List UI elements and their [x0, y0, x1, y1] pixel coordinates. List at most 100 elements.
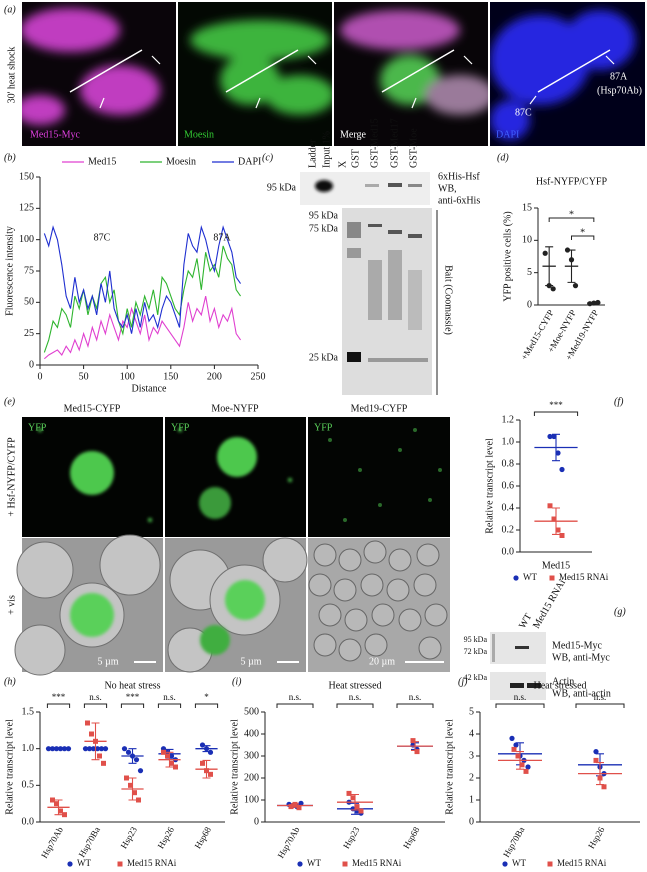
- y-axis-label: Fluorescence intensity: [4, 226, 15, 316]
- image-med15: [22, 2, 176, 146]
- x-tick-label: 100: [120, 371, 135, 382]
- significance-bracket: [571, 235, 595, 240]
- y-tick-label: 1.5: [22, 706, 35, 717]
- lane-label: Ladder: [307, 139, 318, 168]
- y-tick-label: 0: [527, 299, 532, 310]
- x-tick-label: 0: [38, 371, 43, 382]
- arrows: [99, 55, 615, 109]
- significance-label: n.s.: [409, 692, 422, 702]
- significance-label: n.s.: [594, 692, 607, 702]
- data-point: [203, 746, 210, 752]
- marker: 42 kDa: [464, 673, 488, 682]
- data-point: [410, 738, 416, 744]
- panel-label: (f): [614, 396, 624, 407]
- data-point: [546, 283, 552, 289]
- x-tick-label: Hsp23: [341, 825, 362, 851]
- significance-bracket: [575, 703, 625, 708]
- y-tick-label: 400: [244, 728, 259, 739]
- panel-label: (i): [232, 676, 242, 687]
- y-tick-label: 15: [522, 202, 532, 213]
- panel-label: (e): [4, 396, 16, 407]
- panel-label: (g): [614, 606, 626, 617]
- significance-bracket: [157, 703, 182, 708]
- y-axis-label: Relative transcript level: [229, 719, 240, 815]
- y-tick-label: 0.0: [502, 546, 515, 557]
- annotation: 87C: [515, 107, 532, 118]
- legend-swatch: [513, 575, 519, 581]
- data-point: [57, 746, 64, 752]
- data-point: [89, 731, 94, 737]
- channel-label: YFP: [171, 422, 190, 433]
- data-point: [137, 768, 144, 774]
- row-label: + Hsf-NYFP/CYFP: [6, 437, 17, 517]
- data-point: [350, 795, 356, 801]
- x-tick-label: Hsp70Ab: [276, 825, 302, 860]
- scale-bar-label: 5 µm: [240, 656, 261, 667]
- scale-bar-label: 5 µm: [97, 656, 118, 667]
- panel-label: (c): [262, 152, 274, 163]
- data-point: [515, 753, 521, 759]
- x-tick-label: Hsp70Ab: [39, 825, 65, 860]
- data-point: [551, 516, 557, 522]
- data-point: [292, 801, 298, 807]
- significance-label: n.s.: [289, 692, 302, 702]
- significance-label: *: [580, 227, 585, 238]
- panel-label: (j): [458, 676, 468, 687]
- y-tick-label: 2: [469, 772, 474, 783]
- line-series: [43, 224, 242, 334]
- lane-label: Med15 RNAi: [531, 578, 568, 631]
- blot-label: WB,: [438, 183, 457, 194]
- row-label: 30' heat shock: [6, 47, 17, 104]
- blot-label: WB, anti-actin: [552, 688, 611, 699]
- data-point: [296, 805, 302, 811]
- y-tick-label: 0.5: [22, 780, 35, 791]
- data-point: [58, 808, 63, 814]
- significance-bracket: [548, 217, 595, 222]
- data-point: [200, 760, 205, 766]
- data-point: [125, 749, 132, 755]
- row-label: + vis: [6, 595, 17, 615]
- significance-bracket: [276, 703, 314, 708]
- marker: 25 kDa: [309, 352, 339, 363]
- annotation: 87A: [213, 232, 231, 243]
- y-axis-label: Relative transcript level: [4, 719, 15, 815]
- y-tick-label: 3: [469, 750, 474, 761]
- legend-swatch: [67, 861, 73, 867]
- significance-bracket: [120, 703, 145, 708]
- y-tick-label: 5: [469, 706, 474, 717]
- marker: 95 kDa: [267, 182, 297, 193]
- y-tick-label: 1: [469, 794, 474, 805]
- data-point: [204, 768, 209, 774]
- y-axis-label: Relative transcript level: [444, 719, 455, 815]
- lane-label: GST-Med15: [369, 118, 380, 168]
- data-point: [82, 746, 89, 752]
- x-axis-label: Distance: [132, 383, 168, 394]
- blot-band: [365, 184, 379, 187]
- data-point: [208, 771, 213, 777]
- x-tick-label: Med15: [542, 560, 570, 571]
- data-point: [161, 749, 166, 755]
- legend-swatch: [297, 861, 303, 867]
- data-point: [124, 775, 129, 781]
- x-tick-label: Hsp26: [586, 825, 607, 851]
- data-point: [101, 760, 106, 766]
- significance-bracket: [533, 411, 579, 416]
- significance-bracket: [46, 703, 71, 708]
- annotation: 87C: [94, 232, 111, 243]
- y-tick-label: 0.4: [502, 502, 515, 513]
- data-point: [98, 746, 105, 752]
- y-tick-label: 50: [24, 297, 34, 308]
- marker: 72 kDa: [464, 647, 488, 656]
- data-point: [136, 797, 141, 803]
- data-point: [587, 301, 593, 307]
- blot-band: [408, 184, 422, 187]
- significance-label: *: [204, 692, 209, 702]
- panel-label: (d): [497, 152, 509, 163]
- legend-label: WT: [77, 858, 91, 868]
- y-tick-label: 4: [469, 728, 474, 739]
- column-label: Med15-CYFP: [64, 403, 121, 414]
- lane-label: X: [337, 160, 348, 168]
- data-point: [414, 749, 420, 755]
